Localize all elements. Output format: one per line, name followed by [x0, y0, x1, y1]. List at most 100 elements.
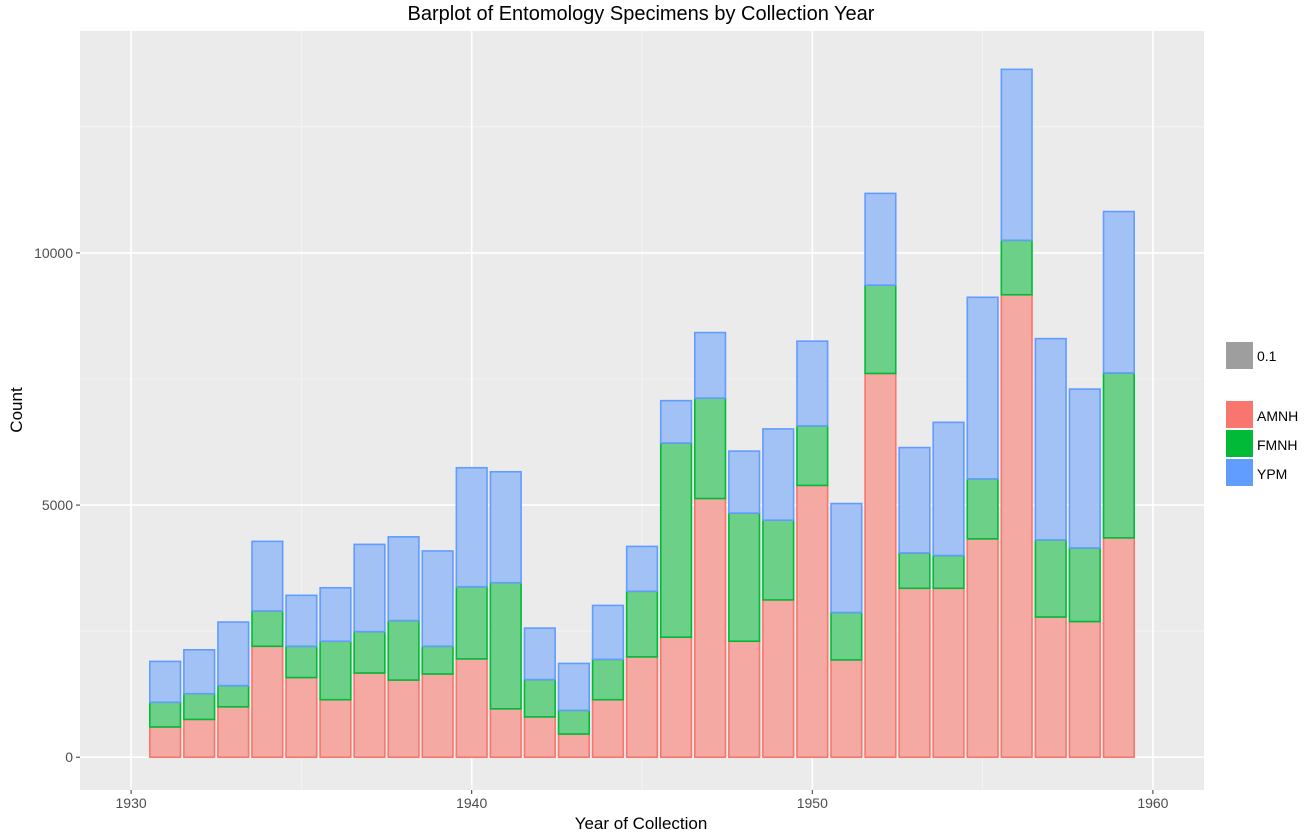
bar-ypm [319, 586, 352, 643]
bar-amnh [1000, 293, 1033, 759]
bar-ypm [489, 470, 522, 584]
bar-fmnh [1000, 239, 1033, 296]
bar-ypm [183, 648, 216, 695]
bar-fmnh [489, 581, 522, 710]
bar-ypm [1000, 68, 1033, 242]
bar-ypm [149, 660, 182, 704]
bar-amnh [728, 640, 761, 759]
y-tick-label: 5000 [42, 497, 73, 513]
bar-fmnh [966, 478, 999, 540]
bar-amnh [966, 538, 999, 759]
bar-amnh [864, 372, 897, 759]
bar-amnh [421, 673, 454, 759]
bar-ypm [830, 502, 863, 614]
x-tick-label: 1960 [1137, 795, 1168, 811]
x-tick-label: 1950 [797, 795, 828, 811]
y-tick-label: 10000 [34, 245, 73, 261]
bar-fmnh [625, 590, 659, 658]
bar-fmnh [1102, 372, 1135, 539]
legend-key-ypm [1226, 459, 1253, 486]
bar-fmnh [762, 519, 795, 601]
bar-amnh [591, 698, 625, 759]
bar-fmnh [149, 701, 182, 728]
bar-fmnh [319, 640, 352, 701]
bar-amnh [1102, 537, 1135, 759]
bar-amnh [693, 497, 727, 759]
bar-amnh [149, 726, 182, 759]
bar-amnh [659, 636, 693, 759]
bar-amnh [251, 645, 284, 759]
legend-label-amnh: AMNH [1257, 408, 1298, 424]
bar-ypm [693, 331, 727, 399]
bar-amnh [557, 733, 591, 759]
x-axis-title: Year of Collection [575, 814, 708, 833]
bar-ypm [591, 604, 625, 661]
bar-ypm [523, 627, 556, 681]
bar-ypm [217, 621, 250, 687]
bar-fmnh [932, 554, 965, 590]
bar-fmnh [1068, 547, 1101, 623]
bars [149, 68, 1135, 759]
bar-ypm [796, 340, 829, 427]
bar-fmnh [387, 619, 420, 681]
bar-fmnh [693, 397, 727, 500]
bar-amnh [319, 698, 352, 759]
bar-amnh [762, 599, 795, 759]
bar-ypm [353, 543, 386, 633]
legend: 0.1 AMNH FMNH YPM [1226, 342, 1298, 486]
bar-fmnh [898, 552, 931, 590]
bar-amnh [796, 484, 829, 759]
bar-amnh [489, 708, 522, 759]
bar-amnh [455, 658, 488, 759]
bar-fmnh [421, 645, 454, 675]
bar-fmnh [455, 585, 488, 660]
bar-amnh [285, 676, 318, 759]
bar-ypm [455, 466, 488, 588]
bar-ypm [728, 450, 761, 514]
bar-ypm [898, 446, 931, 554]
bar-ypm [251, 540, 284, 612]
bar-ypm [1034, 337, 1067, 541]
bar-amnh [898, 587, 931, 759]
y-tick-label: 0 [65, 749, 73, 765]
bar-fmnh [728, 512, 761, 643]
bar-fmnh [251, 610, 284, 648]
bar-fmnh [353, 630, 386, 674]
bar-amnh [932, 587, 965, 759]
bar-fmnh [217, 684, 250, 708]
bar-ypm [387, 536, 420, 622]
bar-fmnh [796, 425, 829, 487]
y-axis: 0 5000 10000 [34, 245, 80, 765]
bar-fmnh [591, 658, 625, 701]
bar-ypm [421, 550, 454, 648]
x-tick-label: 1930 [116, 795, 147, 811]
bar-amnh [1034, 616, 1067, 759]
bar-fmnh [183, 692, 216, 721]
legend-key-alpha [1226, 342, 1253, 369]
bar-fmnh [830, 611, 863, 661]
bar-ypm [864, 192, 897, 286]
legend-label-fmnh: FMNH [1257, 437, 1297, 453]
bar-ypm [557, 662, 591, 712]
legend-key-amnh [1226, 401, 1253, 428]
bar-ypm [966, 296, 999, 480]
x-axis: 1930 1940 1950 1960 [116, 790, 1169, 811]
bar-fmnh [1034, 539, 1067, 618]
bar-fmnh [659, 442, 693, 638]
bar-amnh [1068, 620, 1101, 759]
bar-ypm [625, 545, 659, 593]
bar-amnh [217, 705, 250, 759]
bar-amnh [830, 659, 863, 759]
legend-label-ypm: YPM [1257, 466, 1287, 482]
chart-title: Barplot of Entomology Specimens by Colle… [408, 3, 875, 25]
bar-amnh [523, 716, 556, 759]
bar-ypm [1068, 388, 1101, 549]
bar-amnh [353, 672, 386, 759]
bar-ypm [285, 594, 318, 648]
legend-key-fmnh [1226, 430, 1253, 457]
bar-fmnh [864, 284, 897, 375]
bar-ypm [762, 428, 795, 521]
bar-amnh [183, 718, 216, 759]
bar-amnh [387, 679, 420, 759]
